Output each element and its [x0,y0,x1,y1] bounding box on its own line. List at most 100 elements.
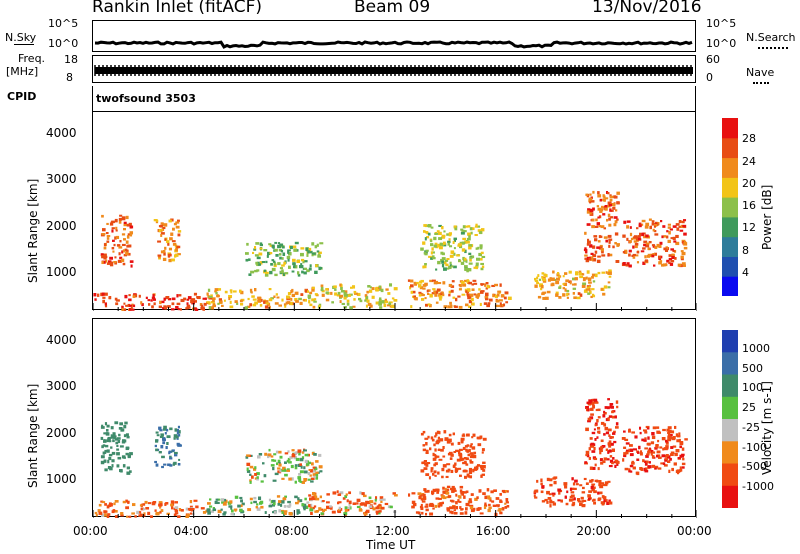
nsearch-tick-low: 10^0 [706,37,737,50]
freq-tick-high: 18 [64,53,78,66]
nave-label: Nave [746,66,775,79]
nsearch-label: N.Search [746,31,796,44]
power-echo-region [153,218,182,263]
nsearch-tick-high: 10^5 [706,17,737,30]
velocity-colorbar-tick: -100 [742,440,767,454]
nsky-tick-low: 10^0 [48,37,79,50]
velocity-colorbar-swatch [722,463,738,487]
velocity-colorbar-swatch [722,352,738,376]
velocity-plot [92,318,697,518]
nave-legend-line [753,82,769,84]
power-colorbar-swatch [722,177,738,198]
power-colorbar-tick: 4 [742,265,749,279]
power-y-tick: 2000 [46,218,77,233]
power-colorbar-swatch [722,236,738,257]
power-colorbar-swatches [722,118,738,296]
power-echo-region [621,218,688,268]
cpid-label: CPID [7,90,37,103]
power-echo-region [420,223,486,273]
velocity-ylabel: Slant Range [km] [26,383,40,488]
velocity-colorbar-tick: 500 [742,361,763,375]
velocity-colorbar-swatch [722,441,738,465]
power-y-tick: 1000 [46,264,77,279]
power-echo-region [307,283,398,310]
velocity-echo-region [245,448,323,484]
velocity-colorbar-tick: -25 [742,420,760,434]
nsky-label: N.Sky [5,31,37,44]
velocity-echo-region [408,485,510,516]
velocity-y-tick: 4000 [46,333,77,348]
power-colorbar-label: Power [dB] [760,184,774,250]
power-plot [92,111,697,311]
x-tick-label: 12:00 [375,524,410,538]
power-colorbar-swatch [722,276,738,296]
velocity-colorbar-swatch [722,330,738,353]
power-ylabel: Slant Range [km] [26,178,40,283]
freq-tick-low: 8 [66,71,73,84]
cpid-value: twofsound 3503 [96,92,196,105]
power-colorbar-tick: 16 [742,199,756,212]
velocity-colorbar-swatch [722,396,738,420]
power-echo-region [534,269,612,300]
velocity-colorbar-label: Velocity [m s-1] [760,381,774,475]
power-echoes [93,190,697,311]
power-colorbar-swatch [722,197,738,218]
power-colorbar-swatch [722,216,738,238]
x-tick-label: 08:00 [274,524,309,538]
velocity-echo-region [206,495,310,517]
velocity-echoes [93,398,697,518]
velocity-colorbar-swatch [722,374,738,398]
power-y-tick: 4000 [46,126,77,141]
x-tick-label: 00:00 [677,524,712,538]
power-colorbar-swatch [722,256,738,277]
velocity-colorbar-tick: 25 [742,401,756,415]
velocity-colorbar-tick: 100 [742,381,763,395]
nave-tick-low: 0 [706,71,713,84]
x-tick-label: 20:00 [576,524,611,538]
power-colorbar-tick: 28 [742,132,756,146]
nave-tick-high: 60 [706,53,720,66]
power-colorbar [722,118,738,296]
power-y-tick: 3000 [46,172,77,187]
power-echo-region [583,190,620,264]
power-echo-region [100,214,134,268]
x-tick-label: 00:00 [73,524,108,538]
x-axis-label: Time UT [366,538,416,552]
nsearch-legend-line [758,47,788,49]
x-tick-label: 04:00 [173,524,209,538]
velocity-colorbar-swatch [722,485,738,508]
velocity-y-tick: 2000 [46,425,77,440]
power-colorbar-tick: 24 [742,154,756,168]
power-echo-region [245,241,324,277]
velocity-echo-region [584,398,620,471]
velocity-y-tick: 3000 [46,379,77,394]
x-tick-label: 16:00 [475,524,511,538]
nsky-tick-high: 10^5 [48,17,79,30]
power-echo-region [93,292,210,311]
freq-label: Freq. [18,52,46,65]
velocity-echo-region [621,425,688,476]
noise-trace [94,40,693,49]
velocity-echo-region [154,425,182,469]
velocity-colorbar-swatches [722,330,738,508]
velocity-colorbar-tick: 1000 [742,341,770,355]
beam-label: Beam 09 [354,0,431,17]
power-colorbar-tick: 8 [742,243,749,257]
noise-panel [92,20,696,52]
power-echo-region [407,279,512,309]
power-colorbar-tick: 12 [742,221,756,235]
freq-unit-label: [MHz] [6,65,39,78]
power-colorbar-swatch [722,118,738,139]
velocity-echo-region [100,421,133,475]
nsky-legend-line [14,44,34,45]
velocity-colorbar [722,330,738,508]
freq-panel [92,55,696,83]
velocity-echo-region [533,476,613,508]
date-label: 13/Nov/2016 [592,0,702,17]
velocity-colorbar-swatch [722,419,738,442]
velocity-colorbar-tick: -1000 [742,480,774,494]
velocity-colorbar-tick: -500 [742,460,767,474]
power-echo-region [206,288,308,310]
velocity-echo-region [94,499,208,518]
velocity-y-tick: 1000 [46,471,77,486]
